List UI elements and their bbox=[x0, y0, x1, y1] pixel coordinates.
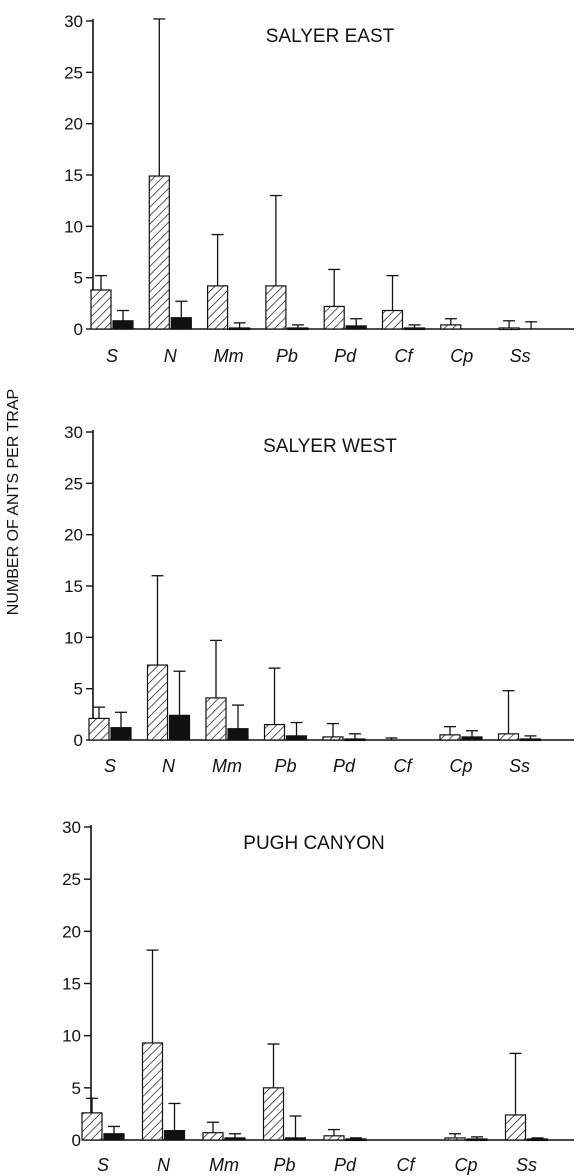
bar-solid bbox=[227, 728, 249, 741]
bar-hatched bbox=[207, 285, 229, 330]
bar-solid bbox=[110, 727, 132, 741]
y-tick-label: 30 bbox=[62, 818, 81, 837]
bar-solid bbox=[345, 1138, 367, 1142]
bar-hatched bbox=[439, 734, 461, 741]
category-label: Mm bbox=[212, 756, 242, 776]
bar-solid bbox=[170, 317, 192, 330]
category-label: Cf bbox=[397, 1155, 417, 1175]
y-tick-label: 25 bbox=[64, 63, 83, 82]
category-label: Cp bbox=[449, 756, 472, 776]
bar-hatched bbox=[205, 697, 227, 741]
bar-solid bbox=[103, 1133, 125, 1141]
panel-title: SALYER EAST bbox=[266, 26, 395, 47]
bar-solid bbox=[285, 735, 308, 741]
bar-hatched bbox=[381, 309, 404, 330]
bar-hatched bbox=[81, 1112, 103, 1141]
bar-hatched bbox=[202, 1132, 224, 1141]
y-tick-label: 0 bbox=[72, 1131, 81, 1150]
bar-solid bbox=[344, 738, 366, 742]
y-tick-label: 10 bbox=[64, 217, 83, 236]
category-label: S bbox=[104, 756, 116, 776]
chart-panel: SALYER WEST 0 5 10 15 20 25 30 S N Mm Pb Pd Cf Cp Ss bbox=[64, 423, 574, 776]
bar-solid bbox=[163, 1130, 186, 1141]
category-label: S bbox=[106, 346, 118, 366]
y-axis-label: NUMBER OF ANTS PER TRAP bbox=[5, 389, 22, 615]
bar-solid bbox=[466, 1138, 488, 1142]
panel-title: PUGH CANYON bbox=[243, 833, 384, 854]
bar-hatched bbox=[90, 289, 112, 330]
y-tick-label: 30 bbox=[64, 12, 83, 31]
category-label: Pb bbox=[274, 756, 296, 776]
bar-solid bbox=[168, 714, 191, 741]
category-label: Mm bbox=[214, 346, 244, 366]
bar-solid bbox=[403, 327, 426, 331]
bar-solid bbox=[112, 320, 134, 330]
y-tick-label: 15 bbox=[62, 975, 81, 994]
category-label: Pb bbox=[273, 1155, 295, 1175]
bar-hatched bbox=[322, 736, 344, 741]
category-label: N bbox=[162, 756, 176, 776]
bar-hatched bbox=[323, 305, 345, 330]
y-tick-label: 5 bbox=[72, 1079, 81, 1098]
y-tick-label: 0 bbox=[74, 731, 83, 750]
bar-hatched bbox=[148, 175, 170, 330]
panel-title: SALYER WEST bbox=[263, 436, 397, 457]
category-label: Pd bbox=[334, 1155, 357, 1175]
bar-hatched bbox=[263, 723, 286, 741]
category-label: Pd bbox=[333, 756, 356, 776]
bar-solid bbox=[519, 738, 542, 742]
bar-hatched bbox=[497, 733, 520, 741]
bar-hatched bbox=[88, 717, 110, 741]
category-label: Pd bbox=[334, 346, 357, 366]
y-tick-label: 0 bbox=[74, 320, 83, 339]
category-label: Ss bbox=[510, 346, 531, 366]
y-tick-label: 5 bbox=[74, 680, 83, 699]
bar-hatched bbox=[444, 1137, 466, 1141]
category-label: S bbox=[97, 1155, 109, 1175]
bar-solid bbox=[526, 1138, 549, 1142]
category-label: Cp bbox=[454, 1155, 477, 1175]
category-label: Cp bbox=[450, 346, 473, 366]
bar-hatched bbox=[498, 327, 520, 331]
y-tick-label: 20 bbox=[64, 115, 83, 134]
bar-solid bbox=[461, 736, 483, 741]
y-tick-label: 20 bbox=[62, 922, 81, 941]
chart-panel: PUGH CANYON 0 5 10 15 20 25 30 S N Mm Pb Pd Cf Cp Ss bbox=[62, 818, 574, 1175]
category-label: Ss bbox=[516, 1155, 537, 1175]
bar-hatched bbox=[141, 1042, 164, 1141]
y-tick-label: 25 bbox=[64, 474, 83, 493]
y-tick-label: 10 bbox=[62, 1027, 81, 1046]
y-tick-label: 25 bbox=[62, 870, 81, 889]
bar-hatched bbox=[440, 324, 462, 330]
bar-hatched bbox=[504, 1114, 527, 1141]
chart-panel: SALYER EAST 0 5 10 15 20 25 30 S N Mm Pb Pd Cf Cp Ss bbox=[64, 12, 574, 366]
bar-solid bbox=[229, 327, 251, 331]
bar-solid bbox=[284, 1137, 307, 1141]
y-tick-label: 10 bbox=[64, 628, 83, 647]
y-tick-label: 30 bbox=[64, 423, 83, 442]
bar-hatched bbox=[323, 1135, 345, 1141]
bar-hatched bbox=[262, 1087, 285, 1141]
category-label: Mm bbox=[209, 1155, 239, 1175]
bar-solid bbox=[287, 327, 309, 331]
bar-hatched bbox=[146, 664, 169, 741]
y-tick-label: 5 bbox=[74, 269, 83, 288]
category-label: Pb bbox=[276, 346, 298, 366]
y-tick-label: 15 bbox=[64, 577, 83, 596]
category-label: Ss bbox=[509, 756, 530, 776]
bar-solid bbox=[345, 325, 367, 330]
category-label: N bbox=[164, 346, 178, 366]
bar-hatched bbox=[265, 285, 287, 330]
category-label: N bbox=[157, 1155, 171, 1175]
category-label: Cf bbox=[395, 346, 415, 366]
bar-solid bbox=[224, 1137, 246, 1141]
category-label: Cf bbox=[394, 756, 414, 776]
y-tick-label: 15 bbox=[64, 166, 83, 185]
y-tick-label: 20 bbox=[64, 526, 83, 545]
